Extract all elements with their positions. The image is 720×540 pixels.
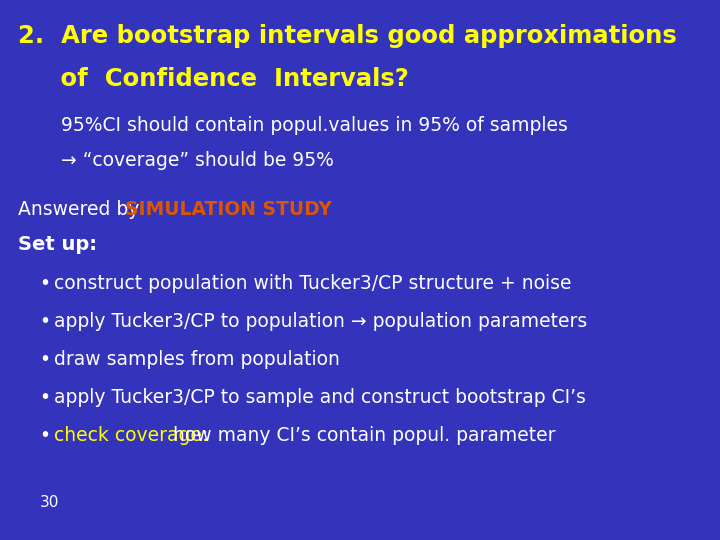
Text: 95%CI should contain popul.values in 95% of samples: 95%CI should contain popul.values in 95%…	[61, 116, 568, 135]
Text: construct population with Tucker3/CP structure + noise: construct population with Tucker3/CP str…	[54, 274, 572, 293]
Text: •: •	[40, 274, 50, 293]
Text: •: •	[40, 312, 50, 331]
Text: → “coverage” should be 95%: → “coverage” should be 95%	[61, 151, 334, 170]
Text: 2.  Are bootstrap intervals good approximations: 2. Are bootstrap intervals good approxim…	[18, 24, 677, 48]
Text: check coverage:: check coverage:	[54, 426, 208, 444]
Text: apply Tucker3/CP to sample and construct bootstrap CI’s: apply Tucker3/CP to sample and construct…	[54, 388, 586, 407]
Text: 30: 30	[40, 495, 59, 510]
Text: how many CI’s contain popul. parameter: how many CI’s contain popul. parameter	[161, 426, 555, 444]
Text: Set up:: Set up:	[18, 235, 97, 254]
Text: SIMULATION STUDY: SIMULATION STUDY	[125, 200, 331, 219]
Text: •: •	[40, 426, 50, 444]
Text: of  Confidence  Intervals?: of Confidence Intervals?	[18, 68, 409, 91]
Text: draw samples from population: draw samples from population	[54, 350, 340, 369]
Text: •: •	[40, 388, 50, 407]
Text: Answered by: Answered by	[18, 200, 145, 219]
Text: •: •	[40, 350, 50, 369]
Text: apply Tucker3/CP to population → population parameters: apply Tucker3/CP to population → populat…	[54, 312, 588, 331]
